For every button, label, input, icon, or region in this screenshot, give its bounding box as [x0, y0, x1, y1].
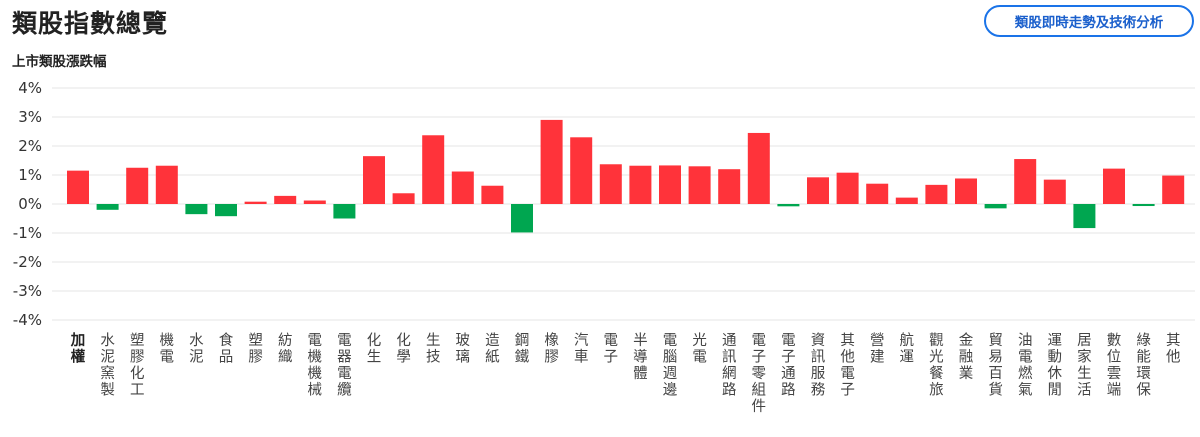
bar-18 — [599, 164, 622, 204]
bar-10 — [363, 156, 385, 204]
bar-22 — [718, 169, 741, 204]
x-tick-label: 其他 — [1166, 332, 1181, 366]
x-tick-label: 其他電子 — [840, 332, 855, 399]
x-tick-label: 加權 — [70, 332, 86, 366]
bar-15 — [511, 204, 533, 233]
x-tick-label: 貿易百貨 — [988, 332, 1003, 399]
bar-35 — [1103, 168, 1125, 204]
bar-30 — [955, 178, 977, 204]
y-tick-label: -1% — [13, 224, 42, 242]
bar-16 — [540, 119, 563, 204]
bar-23 — [747, 132, 770, 204]
x-tick-label: 食品 — [219, 332, 234, 366]
bars — [67, 119, 1185, 233]
y-tick-label: 0% — [18, 195, 42, 213]
bar-14 — [481, 185, 504, 204]
bar-5 — [215, 204, 237, 217]
sector-analysis-button[interactable]: 類股即時走勢及技術分析 — [984, 5, 1194, 37]
bar-20 — [659, 165, 681, 204]
y-tick-label: 1% — [18, 166, 42, 184]
x-tick-label: 塑膠 — [248, 332, 263, 366]
x-tick-label: 塑膠化工 — [130, 332, 145, 399]
x-tick-label: 汽車 — [574, 332, 589, 366]
x-tick-label: 觀光餐旅 — [929, 332, 944, 399]
x-tick-label: 機電 — [160, 332, 175, 366]
x-tick-label: 生技 — [426, 332, 441, 366]
bar-36 — [1132, 204, 1155, 207]
x-tick-label: 油電燃氣 — [1018, 332, 1033, 399]
bar-13 — [451, 171, 474, 204]
bar-4 — [185, 204, 208, 215]
chart-title: 上市類股漲跌幅 — [12, 54, 107, 70]
page-title: 類股指數總覽 — [12, 9, 169, 38]
x-tick-label: 化生 — [367, 332, 382, 366]
bar-1 — [96, 204, 119, 210]
x-tick-label: 營建 — [870, 332, 885, 366]
x-tick-label: 電機機械 — [308, 333, 323, 399]
bar-37 — [1162, 175, 1185, 204]
x-tick-label: 水泥窯製 — [100, 332, 115, 399]
bar-6 — [244, 201, 267, 204]
x-tick-label: 玻璃 — [456, 332, 471, 366]
bar-0 — [67, 170, 89, 204]
y-tick-label: -2% — [13, 253, 42, 271]
x-tick-label: 運動休閒 — [1048, 333, 1063, 399]
bar-2 — [126, 167, 149, 204]
bar-11 — [392, 193, 415, 204]
bar-17 — [570, 137, 593, 204]
x-tick-label: 綠能環保 — [1136, 332, 1151, 399]
x-tick-label: 電子通路 — [781, 333, 796, 399]
x-tick-label: 電子 — [604, 333, 619, 366]
x-tick-label: 電腦週邊 — [663, 333, 678, 399]
y-tick-label: -3% — [13, 282, 42, 300]
bar-34 — [1073, 204, 1096, 229]
x-tick-label: 化學 — [396, 332, 411, 366]
bar-27 — [866, 183, 889, 204]
bar-29 — [925, 184, 948, 204]
grid-lines — [52, 87, 1195, 321]
x-tick-label: 數位雲端 — [1107, 332, 1122, 399]
y-tick-label: 4% — [18, 79, 42, 97]
bar-7 — [274, 195, 297, 204]
bar-12 — [422, 135, 445, 204]
x-tick-label: 光電 — [692, 332, 707, 366]
bar-31 — [984, 204, 1007, 209]
x-tick-label: 通訊網路 — [722, 332, 737, 399]
x-tick-label: 居家生活 — [1077, 333, 1092, 399]
bar-33 — [1043, 179, 1066, 204]
x-tick-label: 金融業 — [959, 332, 974, 382]
bar-26 — [836, 172, 859, 204]
bar-25 — [807, 177, 829, 204]
x-tick-label: 紡織 — [278, 332, 293, 366]
y-axis-ticks: 4% 3% 2% 1% 0% -1% -2% -3% -4% — [13, 79, 42, 329]
x-tick-label: 橡膠 — [544, 332, 559, 366]
x-tick-label: 造紙 — [485, 332, 500, 366]
bar-21 — [688, 166, 711, 204]
x-tick-label: 鋼鐵 — [515, 332, 530, 366]
x-tick-label: 航運 — [900, 332, 915, 366]
y-tick-label: 3% — [18, 108, 42, 126]
y-tick-label: -4% — [13, 311, 42, 329]
bar-24 — [777, 204, 800, 207]
bar-28 — [895, 197, 918, 204]
y-tick-label: 2% — [18, 137, 42, 155]
x-tick-label: 半導體 — [633, 332, 648, 382]
bar-8 — [303, 200, 326, 204]
x-tick-label: 水泥 — [189, 332, 204, 366]
x-tick-label: 電子零組件 — [752, 333, 767, 415]
x-tick-label: 資訊服務 — [811, 332, 826, 399]
x-axis-ticks: 加權水泥窯製塑膠化工機電水泥食品塑膠紡織電機機械電器電纜化生化學生技玻璃造紙鋼鐵… — [70, 332, 1181, 415]
bar-9 — [333, 204, 356, 219]
bar-32 — [1014, 159, 1037, 204]
bar-19 — [629, 165, 652, 204]
bar-3 — [155, 165, 178, 204]
x-tick-label: 電器電纜 — [337, 333, 352, 399]
